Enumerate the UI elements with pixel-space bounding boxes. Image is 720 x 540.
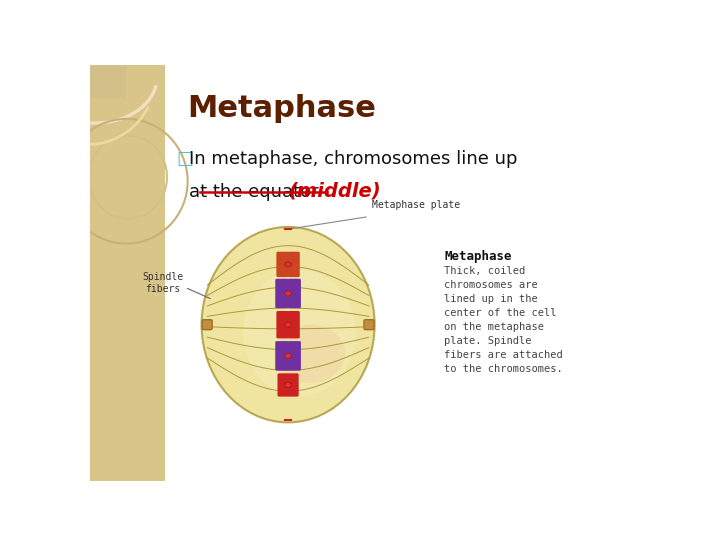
FancyBboxPatch shape <box>202 320 212 329</box>
Ellipse shape <box>202 227 374 422</box>
FancyBboxPatch shape <box>287 373 299 396</box>
Bar <box>90 65 126 98</box>
Text: (middle): (middle) <box>288 181 381 201</box>
Text: Metaphase: Metaphase <box>188 94 377 123</box>
Text: □: □ <box>176 150 194 168</box>
Bar <box>90 65 166 481</box>
Circle shape <box>284 262 292 267</box>
FancyBboxPatch shape <box>276 252 289 277</box>
FancyBboxPatch shape <box>275 341 289 370</box>
Text: Metaphase: Metaphase <box>444 250 512 263</box>
Text: In metaphase, chromosomes line up: In metaphase, chromosomes line up <box>189 150 517 168</box>
Text: Thick, coiled
chromosomes are
lined up in the
center of the cell
on the metaphas: Thick, coiled chromosomes are lined up i… <box>444 266 563 374</box>
Text: at the equator: at the equator <box>189 183 318 201</box>
Text: Metaphase plate: Metaphase plate <box>372 200 460 210</box>
Ellipse shape <box>243 269 356 396</box>
FancyBboxPatch shape <box>287 341 301 370</box>
Circle shape <box>284 291 292 296</box>
FancyBboxPatch shape <box>287 252 300 277</box>
FancyBboxPatch shape <box>276 311 289 339</box>
FancyBboxPatch shape <box>287 311 300 339</box>
FancyBboxPatch shape <box>277 373 289 396</box>
Ellipse shape <box>276 325 345 383</box>
FancyBboxPatch shape <box>287 279 301 308</box>
Text: Spindle
fibers: Spindle fibers <box>142 272 183 294</box>
FancyBboxPatch shape <box>364 320 374 329</box>
Circle shape <box>284 353 292 359</box>
Circle shape <box>284 322 292 327</box>
FancyBboxPatch shape <box>275 279 289 308</box>
Circle shape <box>284 382 292 388</box>
